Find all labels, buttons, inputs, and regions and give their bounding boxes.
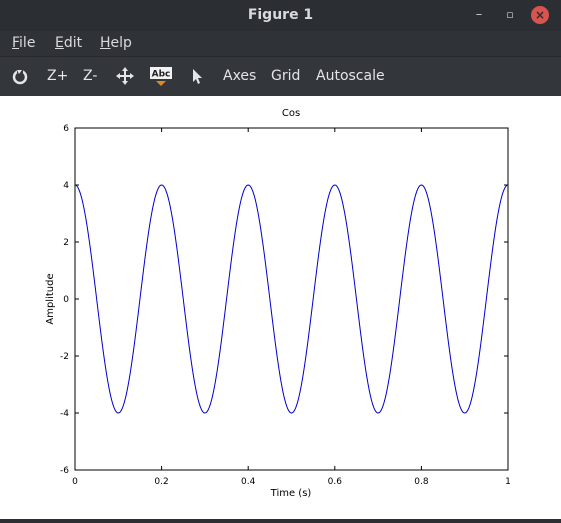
series-line-cos (74, 184, 509, 414)
plot-area[interactable]: Cos 0 0.2 0.4 0.6 0.8 1 6 4 2 0 -2 -4 -6 Time (s) Am… (0, 96, 561, 519)
y-tick-label: 2 (63, 238, 69, 248)
y-tick-label: -6 (60, 466, 69, 476)
y-tick-label: 0 (63, 295, 69, 305)
menu-edit[interactable]: Edit (55, 35, 83, 51)
zoom-out-button[interactable]: Z- (83, 68, 98, 84)
y-tick-label: 6 (63, 124, 69, 134)
autoscale-button[interactable]: Autoscale (316, 68, 385, 84)
pan-icon[interactable] (115, 66, 135, 86)
zoom-in-button[interactable]: Z+ (47, 68, 69, 84)
x-axis-label: Time (s) (270, 488, 312, 499)
x-tick-label: 0.8 (414, 477, 429, 487)
chart-title: Cos (282, 108, 300, 119)
grid-button[interactable]: Grid (271, 68, 301, 84)
menu-file[interactable]: File (12, 35, 36, 51)
close-icon[interactable]: × (531, 6, 549, 24)
menu-bar: File Edit Help (0, 31, 561, 56)
y-tick-label: -2 (60, 352, 69, 362)
x-tick-label: 0 (72, 477, 78, 487)
x-tick-label: 0.6 (328, 477, 343, 487)
text-tool-label: Abc (152, 70, 171, 80)
y-axis-label: Amplitude (45, 273, 56, 324)
y-tick-label: 4 (63, 181, 69, 191)
axis-ticks: 0 0.2 0.4 0.6 0.8 1 6 4 2 0 -2 -4 -6 (60, 124, 511, 487)
minimize-icon[interactable]: – (475, 7, 483, 22)
pointer-icon[interactable] (188, 66, 208, 86)
x-tick-label: 0.2 (154, 477, 168, 487)
toolbar: Z+ Z- Abc Axes Grid Autoscale (0, 56, 561, 97)
title-bar[interactable]: Figure 1 – ▫ × (0, 0, 561, 31)
menu-help[interactable]: Help (100, 35, 132, 51)
text-tool-icon[interactable]: Abc (149, 65, 173, 89)
x-tick-label: 1 (505, 477, 511, 487)
x-tick-label: 0.4 (241, 477, 256, 487)
cos-chart[interactable]: Cos 0 0.2 0.4 0.6 0.8 1 6 4 2 0 -2 -4 -6 Time (s) Am… (0, 96, 561, 519)
rotate-icon[interactable] (10, 66, 30, 86)
axes-button[interactable]: Axes (223, 68, 257, 84)
window-title: Figure 1 (247, 7, 314, 23)
maximize-icon[interactable]: ▫ (506, 8, 514, 21)
y-tick-label: -4 (60, 409, 69, 419)
